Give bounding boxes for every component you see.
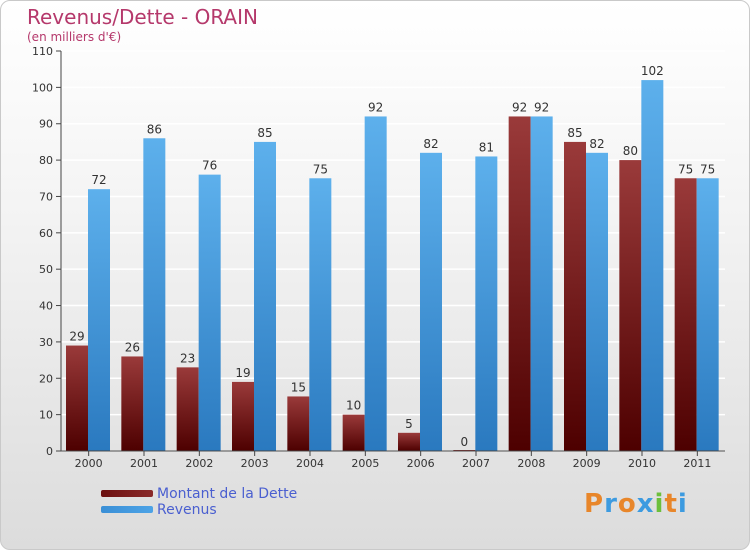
logo-letter: t bbox=[664, 489, 678, 519]
y-tick-label: 0 bbox=[46, 445, 53, 458]
y-tick-label: 100 bbox=[32, 81, 53, 94]
bar-revenue-2001 bbox=[143, 138, 166, 452]
chart-subtitle: (en milliers d'€) bbox=[27, 30, 122, 44]
data-label-revenue-2011: 75 bbox=[700, 162, 715, 176]
data-label-debt-2005: 10 bbox=[346, 399, 361, 413]
y-tick-label: 70 bbox=[39, 190, 53, 203]
data-label-debt-2001: 26 bbox=[125, 340, 140, 354]
data-label-debt-2006: 5 bbox=[405, 417, 413, 431]
y-tick-label: 40 bbox=[39, 300, 53, 313]
bar-revenue-2007 bbox=[475, 156, 498, 452]
legend-label-revenus: Revenus bbox=[157, 502, 217, 518]
proxiti-logo: Proxiti bbox=[584, 489, 688, 519]
x-tick-label: 2003 bbox=[241, 457, 269, 470]
y-tick-label: 30 bbox=[39, 336, 53, 349]
bar-revenue-2009 bbox=[586, 152, 608, 451]
x-tick-label: 2004 bbox=[296, 457, 324, 470]
data-label-revenue-2009: 82 bbox=[589, 137, 604, 151]
y-tick-label: 20 bbox=[39, 372, 53, 385]
bar-revenue-2005 bbox=[364, 116, 387, 452]
x-tick-label: 2006 bbox=[407, 457, 435, 470]
bar-debt-2008 bbox=[508, 116, 531, 452]
bar-debt-2000 bbox=[66, 345, 88, 451]
logo-letter: o bbox=[617, 489, 637, 519]
bar-debt-2001 bbox=[121, 356, 144, 451]
legend-label-dette: Montant de la Dette bbox=[157, 486, 298, 502]
logo-letter: P bbox=[584, 489, 605, 519]
x-tick-label: 2010 bbox=[628, 457, 656, 470]
logo-letter: r bbox=[604, 489, 618, 519]
bars bbox=[66, 80, 719, 452]
data-label-revenue-2008: 92 bbox=[534, 100, 549, 114]
bar-debt-2011 bbox=[674, 178, 697, 452]
logo-letter: i bbox=[654, 489, 665, 519]
y-tick-label: 50 bbox=[39, 263, 53, 276]
data-label-debt-2008: 92 bbox=[512, 100, 527, 114]
bar-debt-2004 bbox=[287, 396, 310, 451]
bar-revenue-2002 bbox=[198, 174, 221, 452]
data-label-debt-2003: 19 bbox=[235, 366, 250, 380]
data-label-debt-2010: 80 bbox=[623, 144, 638, 158]
chart-title: Revenus/Dette - ORAIN bbox=[27, 5, 258, 29]
data-label-debt-2000: 29 bbox=[69, 330, 84, 344]
data-label-revenue-2010: 102 bbox=[641, 64, 664, 78]
data-label-revenue-2005: 92 bbox=[368, 100, 383, 114]
x-tick-label: 2011 bbox=[683, 457, 711, 470]
data-label-debt-2011: 75 bbox=[678, 162, 693, 176]
bar-debt-2009 bbox=[564, 141, 586, 451]
data-label-debt-2004: 15 bbox=[291, 380, 306, 394]
y-tick-label: 80 bbox=[39, 154, 53, 167]
x-tick-label: 2005 bbox=[351, 457, 379, 470]
data-label-revenue-2004: 75 bbox=[313, 162, 328, 176]
bar-revenue-2004 bbox=[309, 178, 332, 452]
data-label-revenue-2001: 86 bbox=[147, 122, 162, 136]
bar-revenue-2008 bbox=[530, 116, 553, 452]
bar-revenue-2010 bbox=[641, 80, 664, 451]
y-tick-label: 110 bbox=[32, 45, 53, 58]
data-label-revenue-2002: 76 bbox=[202, 159, 217, 173]
data-label-debt-2007: 0 bbox=[461, 435, 469, 449]
legend-swatch-revenus bbox=[101, 506, 153, 513]
x-tick-label: 2007 bbox=[462, 457, 490, 470]
data-label-revenue-2000: 72 bbox=[91, 173, 106, 187]
bar-debt-2005 bbox=[342, 414, 365, 451]
data-label-revenue-2007: 81 bbox=[479, 140, 494, 154]
bar-debt-2010 bbox=[619, 160, 642, 451]
data-label-debt-2009: 85 bbox=[567, 126, 582, 140]
data-label-revenue-2006: 82 bbox=[423, 137, 438, 151]
bar-debt-2003 bbox=[232, 381, 254, 451]
legend-swatch-dette bbox=[101, 490, 153, 497]
x-tick-label: 2001 bbox=[130, 457, 158, 470]
bar-revenue-2006 bbox=[420, 152, 442, 451]
x-tick-label: 2000 bbox=[75, 457, 103, 470]
bar-revenue-2011 bbox=[696, 178, 719, 452]
x-tick-label: 2008 bbox=[517, 457, 545, 470]
logo-letter: i bbox=[677, 489, 688, 519]
data-labels: 29 72 26 86 23 76 19 85 15 75 10 92 5 82 0 81 92 92 85 82 80… bbox=[69, 64, 715, 449]
y-tick-label: 90 bbox=[39, 118, 53, 131]
bar-debt-2002 bbox=[176, 367, 199, 451]
bar-revenue-2000 bbox=[88, 189, 110, 451]
x-tick-label: 2009 bbox=[573, 457, 601, 470]
bar-revenue-2003 bbox=[254, 141, 276, 451]
x-tick-label: 2002 bbox=[185, 457, 213, 470]
logo-letter: x bbox=[636, 489, 655, 519]
data-label-revenue-2003: 85 bbox=[257, 126, 272, 140]
data-label-debt-2002: 23 bbox=[180, 351, 195, 365]
y-tick-label: 60 bbox=[39, 227, 53, 240]
bar-debt-2006 bbox=[398, 432, 420, 451]
y-tick-label: 10 bbox=[39, 409, 53, 422]
